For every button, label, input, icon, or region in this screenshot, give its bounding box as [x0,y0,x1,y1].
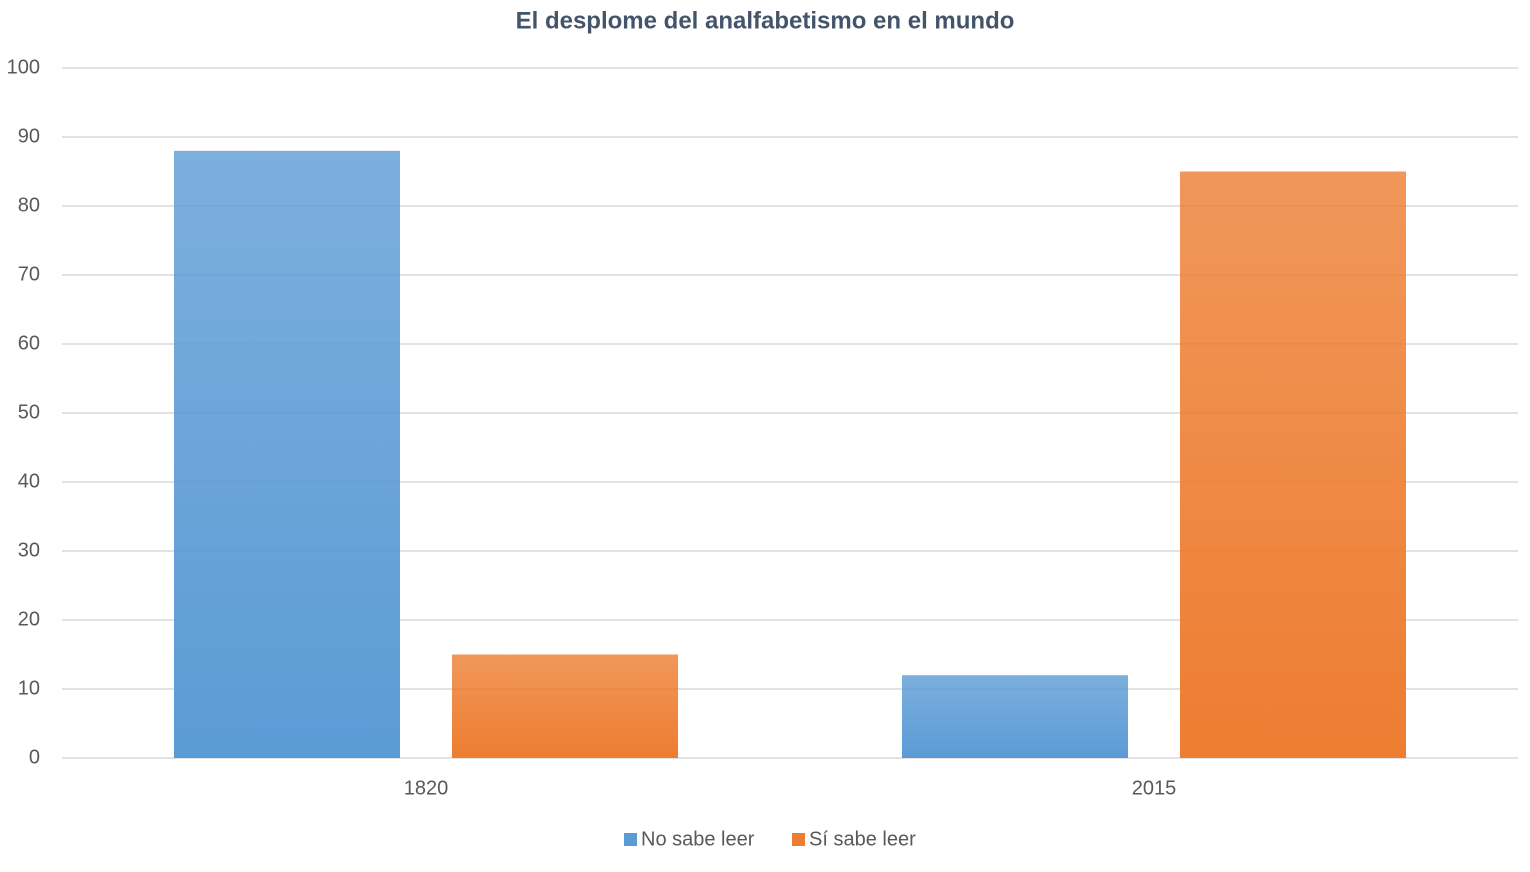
y-tick-label: 10 [18,677,40,699]
bar [1180,171,1406,758]
y-tick-label: 100 [7,56,40,78]
bar [174,150,400,759]
y-tick-label: 70 [18,263,40,285]
y-tick-label: 30 [18,539,40,561]
y-tick-label: 0 [29,746,40,768]
legend-swatch [792,833,805,846]
legend-swatch [624,833,637,846]
y-tick-label: 80 [18,194,40,216]
bar [452,654,678,758]
y-tick-label: 60 [18,332,40,354]
x-tick-label: 1820 [404,777,449,799]
chart-title: El desplome del analfabetismo en el mund… [516,7,1015,34]
legend-label: No sabe leer [641,828,755,850]
y-tick-label: 40 [18,470,40,492]
y-tick-label: 50 [18,401,40,423]
y-tick-label: 90 [18,125,40,147]
bar [902,675,1128,758]
y-tick-label: 20 [18,608,40,630]
x-tick-label: 2015 [1132,777,1177,799]
legend-label: Sí sabe leer [809,828,916,850]
